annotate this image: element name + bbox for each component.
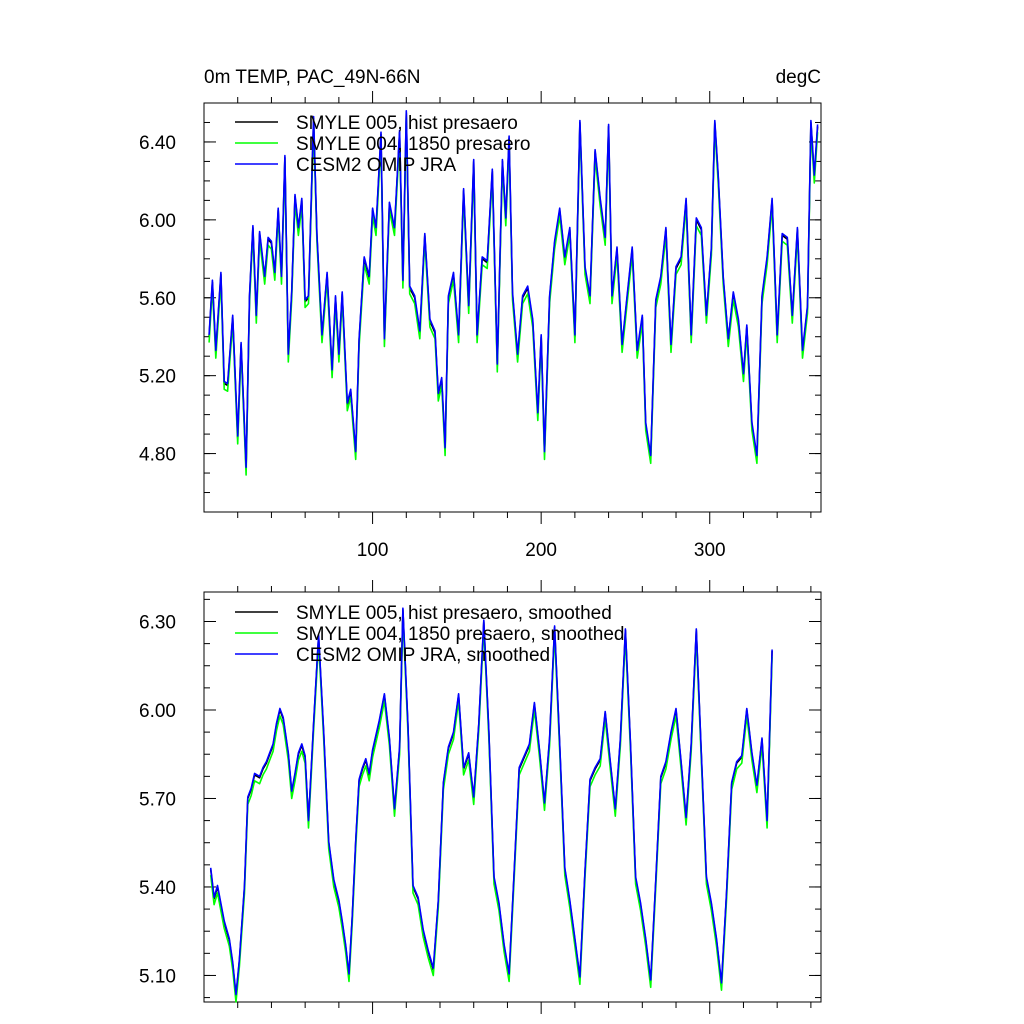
- y-tick-label: 5.10: [139, 966, 176, 987]
- legend-label: CESM2 OMIP JRA: [296, 155, 456, 176]
- y-tick-label: 4.80: [139, 445, 176, 466]
- y-tick-label: 5.40: [139, 878, 176, 899]
- y-tick-label: 6.00: [139, 211, 176, 232]
- bottom-plot-frame: [203, 591, 822, 1003]
- top-title-left: 0m TEMP, PAC_49N-66N: [204, 67, 420, 88]
- series-line-2: [209, 607, 773, 996]
- x-tick-label: 100: [357, 540, 389, 561]
- top-plot-frame: [203, 102, 822, 513]
- y-tick-label: 6.00: [139, 701, 176, 722]
- bottom-panel: 5.10 5.40 5.70 6.00 6.30 SMYLE 005, hist pre…: [139, 580, 822, 1014]
- top-lines: [208, 110, 819, 476]
- y-tick-label: 5.60: [139, 289, 176, 310]
- bottom-legend: SMYLE 005, hist presaero, smoothedSMYLE …: [235, 603, 624, 666]
- top-ticks: 4.80 5.20 5.60 6.00 6.40 100 200 300: [139, 91, 821, 561]
- y-tick-label: 5.20: [139, 367, 176, 388]
- legend-label: SMYLE 004, 1850 presaero: [296, 134, 531, 155]
- y-tick-label: 6.40: [139, 133, 176, 154]
- legend-label: CESM2 OMIP JRA, smoothed: [296, 645, 550, 666]
- y-tick-label: 5.70: [139, 789, 176, 810]
- top-panel: 0m TEMP, PAC_49N-66N degC 4.80 5.20 5.60 6.…: [139, 67, 822, 561]
- x-tick-label: 300: [694, 540, 726, 561]
- series-line-2: [208, 110, 819, 469]
- x-tick-label: 200: [525, 540, 557, 561]
- legend-label: SMYLE 004, 1850 presaero, smoothed: [296, 624, 624, 645]
- bottom-lines: [209, 607, 773, 1003]
- y-tick-label: 6.30: [139, 612, 176, 633]
- legend-label: SMYLE 005, hist presaero: [296, 113, 518, 134]
- bottom-ticks: 5.10 5.40 5.70 6.00 6.30: [139, 580, 821, 1014]
- top-title-right: degC: [776, 67, 821, 88]
- legend-label: SMYLE 005, hist presaero, smoothed: [296, 603, 612, 624]
